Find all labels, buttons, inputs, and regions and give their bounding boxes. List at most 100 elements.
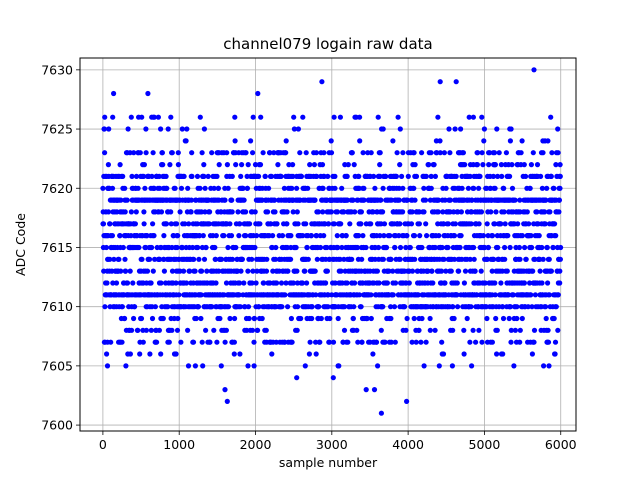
data-point <box>492 280 498 286</box>
data-point <box>283 280 289 286</box>
data-point <box>274 221 280 227</box>
data-point <box>402 304 408 310</box>
data-point <box>418 339 424 345</box>
data-point <box>390 292 396 298</box>
data-point <box>120 173 126 179</box>
data-point <box>240 185 246 191</box>
data-point <box>300 114 306 120</box>
x-axis-label: sample number <box>279 455 378 470</box>
data-point <box>190 339 197 345</box>
data-point <box>244 327 250 333</box>
data-point <box>413 173 420 179</box>
data-point <box>377 162 383 168</box>
data-point <box>251 339 257 345</box>
outlier-point <box>552 351 558 357</box>
data-point <box>224 150 230 156</box>
data-point <box>320 185 326 191</box>
data-point <box>231 351 237 357</box>
data-point <box>484 256 490 262</box>
data-point <box>158 209 165 215</box>
data-point <box>102 150 108 156</box>
data-point <box>201 256 208 262</box>
data-point <box>360 233 366 239</box>
data-point <box>184 126 190 132</box>
data-point <box>227 315 233 322</box>
data-point <box>557 185 563 191</box>
data-point <box>432 244 438 251</box>
data-point <box>480 233 486 239</box>
data-point <box>262 173 268 179</box>
data-point <box>222 339 228 345</box>
data-point <box>380 185 386 191</box>
data-point <box>254 233 260 239</box>
data-point <box>217 315 223 322</box>
data-point <box>198 292 204 298</box>
data-point <box>291 114 297 120</box>
data-point <box>139 114 145 120</box>
data-point <box>323 280 329 286</box>
data-point <box>424 233 430 239</box>
data-point <box>443 268 449 274</box>
data-point <box>518 150 524 156</box>
data-point <box>374 268 380 274</box>
data-point <box>309 304 315 310</box>
data-point <box>231 339 237 345</box>
data-point <box>390 268 396 274</box>
data-point <box>423 173 429 179</box>
data-point <box>113 280 120 286</box>
data-point <box>127 268 133 274</box>
data-point <box>404 233 410 239</box>
data-point <box>271 150 277 156</box>
data-point <box>137 351 143 357</box>
data-point <box>334 233 340 239</box>
data-point <box>540 150 546 156</box>
data-point <box>477 173 483 179</box>
data-point <box>419 315 425 322</box>
data-point <box>311 162 317 168</box>
outlier-point <box>319 79 325 85</box>
data-point <box>174 244 180 251</box>
outlier-point <box>371 387 378 393</box>
data-point <box>382 339 388 345</box>
data-point <box>229 256 236 262</box>
data-point <box>495 173 501 179</box>
data-point <box>461 327 467 333</box>
data-point <box>232 138 238 144</box>
data-point <box>421 363 427 369</box>
data-point <box>105 209 112 215</box>
data-point <box>177 209 183 215</box>
data-point <box>528 292 534 298</box>
data-point <box>552 221 558 227</box>
data-point <box>368 315 374 322</box>
data-point <box>508 339 514 345</box>
data-point <box>357 138 363 144</box>
data-point <box>475 150 481 156</box>
data-point <box>368 221 374 227</box>
data-point <box>361 197 367 203</box>
data-point <box>394 150 400 156</box>
data-point <box>279 233 286 239</box>
data-point <box>302 268 308 274</box>
data-point <box>328 150 335 156</box>
data-point <box>412 162 418 168</box>
data-point <box>307 339 313 345</box>
data-point <box>408 221 415 227</box>
data-point <box>175 150 181 156</box>
data-point <box>209 150 215 156</box>
data-point <box>228 233 235 239</box>
data-point <box>206 221 212 227</box>
data-point <box>339 185 345 191</box>
outlier-point <box>531 67 537 73</box>
data-point <box>189 173 195 179</box>
data-point <box>442 280 448 286</box>
data-point <box>541 363 547 369</box>
data-point <box>214 339 220 345</box>
data-point <box>290 280 296 286</box>
data-point <box>163 173 169 179</box>
data-point <box>212 244 218 251</box>
data-point <box>392 280 399 286</box>
data-point <box>555 292 561 298</box>
data-point <box>163 221 170 227</box>
data-point <box>303 221 309 227</box>
